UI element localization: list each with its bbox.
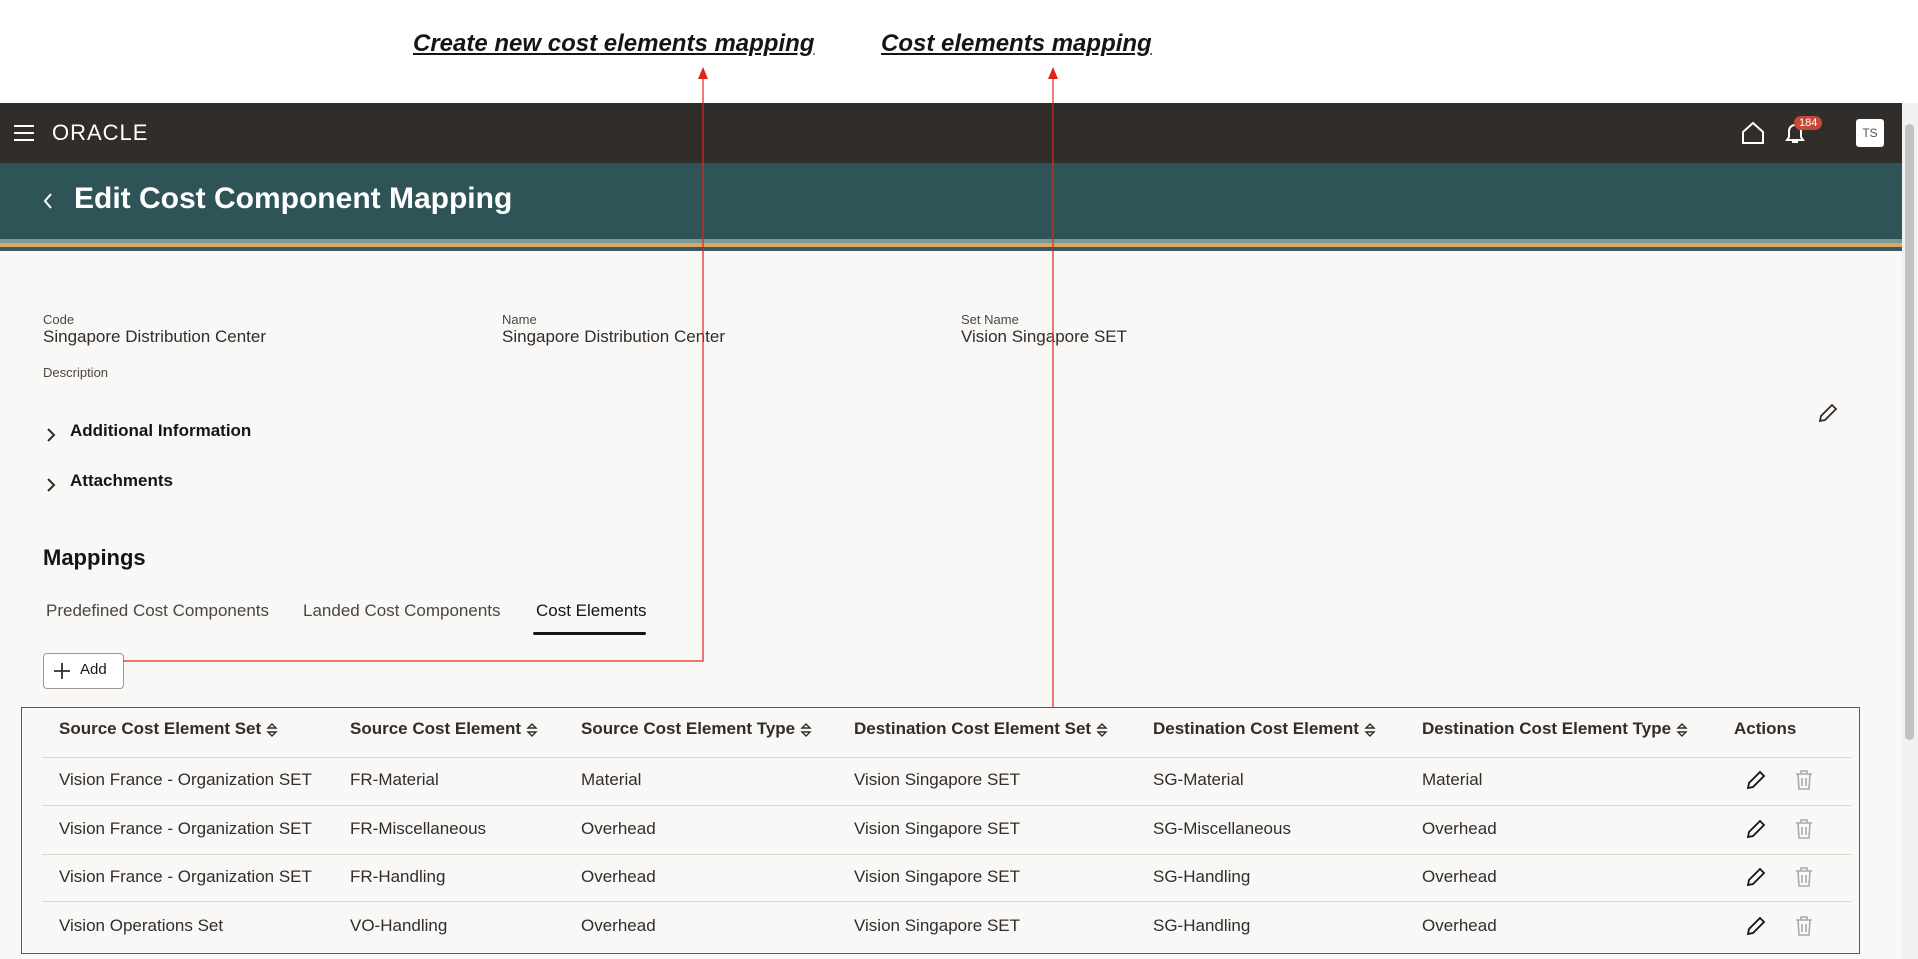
notification-badge: 184 — [1794, 116, 1823, 130]
delete-icon[interactable] — [1792, 865, 1816, 889]
field-value: Singapore Distribution Center — [43, 327, 267, 346]
row-actions — [1744, 768, 1816, 797]
top-bar — [0, 103, 1902, 163]
cell: VO-Handling — [350, 915, 448, 935]
row-actions — [1744, 914, 1816, 943]
avatar[interactable]: TS — [1856, 119, 1884, 147]
sort-icon[interactable] — [795, 722, 817, 737]
cell: Overhead — [1422, 867, 1497, 886]
column-header[interactable]: Destination Cost Element Type — [1422, 719, 1693, 739]
annotation: Cost elements mapping — [881, 30, 1152, 57]
field-value: Vision Singapore SET — [961, 327, 1128, 346]
row-separator — [42, 854, 1852, 855]
column-header[interactable]: Destination Cost Element — [1153, 719, 1381, 739]
sort-icon[interactable] — [1091, 722, 1113, 737]
column-header[interactable]: Source Cost Element Type — [581, 719, 817, 739]
row-separator — [42, 805, 1852, 806]
sort-icon[interactable] — [261, 722, 283, 737]
field-label: Code — [43, 312, 75, 327]
column-header[interactable]: Source Cost Element Set — [59, 719, 283, 739]
back-icon[interactable] — [40, 190, 56, 212]
column-header[interactable]: Source Cost Element — [350, 719, 543, 739]
column-header[interactable]: Destination Cost Element Set — [854, 719, 1113, 739]
home-icon[interactable] — [1740, 120, 1766, 146]
cell: FR-Material — [350, 770, 439, 789]
plus-icon — [54, 663, 70, 679]
expand-icon[interactable] — [44, 477, 58, 493]
scrollbar-thumb[interactable] — [1905, 124, 1914, 740]
cell: Overhead — [581, 818, 656, 838]
delete-icon[interactable] — [1792, 914, 1816, 938]
field-value: Singapore Distribution Center — [502, 327, 726, 346]
cell: Overhead — [581, 915, 656, 935]
tab[interactable]: Predefined Cost Components — [46, 601, 270, 620]
edit-icon[interactable] — [1816, 401, 1840, 425]
edit-icon[interactable] — [1744, 865, 1768, 889]
delete-icon[interactable] — [1792, 768, 1816, 792]
row-actions — [1744, 817, 1816, 846]
cell: SG-Miscellaneous — [1153, 818, 1291, 838]
cell: FR-Handling — [350, 867, 446, 886]
tab[interactable]: Cost Elements — [536, 601, 647, 620]
sort-icon[interactable] — [1671, 722, 1693, 737]
tab-indicator — [533, 632, 646, 635]
page-title: Edit Cost Component Mapping — [74, 182, 513, 215]
cell: Vision Singapore SET — [854, 867, 1021, 886]
cell: Overhead — [581, 867, 656, 886]
cell: Vision France - Organization SET — [59, 770, 312, 789]
cell: Overhead — [1422, 818, 1497, 838]
cell: Vision Singapore SET — [854, 818, 1021, 838]
sort-icon[interactable] — [1359, 722, 1381, 737]
row-separator — [42, 757, 1852, 758]
field-label: Name — [502, 312, 537, 327]
section-title[interactable]: Attachments — [70, 471, 173, 490]
cell: Vision Operations Set — [59, 915, 224, 935]
add-label[interactable]: Add — [80, 661, 107, 678]
row-actions — [1744, 865, 1816, 894]
section-title[interactable]: Additional Information — [70, 421, 252, 440]
edit-icon[interactable] — [1744, 768, 1768, 792]
sort-icon[interactable] — [521, 722, 543, 737]
cell: Vision Singapore SET — [854, 770, 1021, 789]
cell: SG-Handling — [1153, 867, 1251, 886]
cell: SG-Material — [1153, 770, 1244, 789]
annotation: Create new cost elements mapping — [413, 30, 815, 57]
mappings-title: Mappings — [43, 545, 146, 570]
table-highlight — [21, 707, 1860, 954]
cell: Material — [1422, 770, 1483, 789]
delete-icon[interactable] — [1792, 817, 1816, 841]
expand-icon[interactable] — [44, 427, 58, 443]
cell: Overhead — [1422, 915, 1497, 935]
cell: FR-Miscellaneous — [350, 818, 487, 838]
cell: SG-Handling — [1153, 915, 1251, 935]
field-label: Description — [43, 365, 109, 380]
logo: ORACLE — [52, 120, 149, 145]
tab[interactable]: Landed Cost Components — [303, 601, 501, 620]
column-header[interactable]: Actions — [1734, 719, 1797, 738]
edit-icon[interactable] — [1744, 914, 1768, 938]
cell: Vision France - Organization SET — [59, 867, 312, 886]
cell: Vision Singapore SET — [854, 915, 1021, 935]
cell: Vision France - Organization SET — [59, 818, 312, 838]
row-separator — [42, 901, 1852, 902]
edit-icon[interactable] — [1744, 817, 1768, 841]
menu-icon[interactable] — [12, 123, 36, 143]
field-label: Set Name — [961, 312, 1019, 327]
cell: Material — [581, 770, 642, 789]
